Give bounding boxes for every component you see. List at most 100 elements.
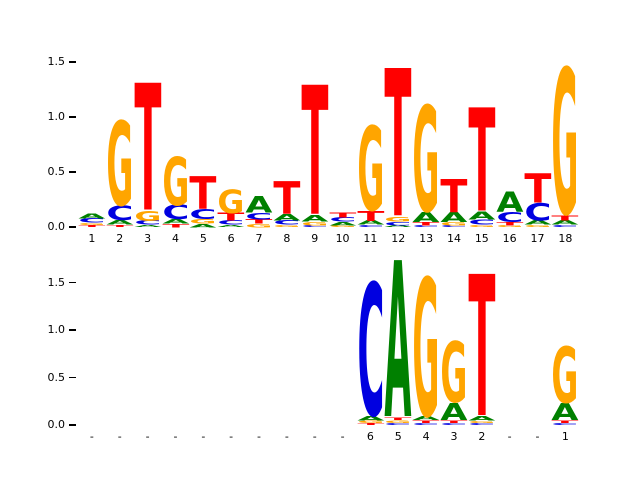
svg-text:G: G xyxy=(524,224,551,227)
svg-text:C: C xyxy=(162,201,189,224)
y-tick-label: 1.5 xyxy=(47,275,66,289)
svg-text:T: T xyxy=(357,208,384,224)
logo-letter-G: G xyxy=(413,242,440,461)
svg-text:G: G xyxy=(357,420,384,424)
svg-text:A: A xyxy=(413,416,441,422)
logo-letter-C: C xyxy=(246,211,273,221)
svg-text:A: A xyxy=(273,213,300,223)
svg-text:G: G xyxy=(273,224,300,227)
logo-letter-C: C xyxy=(440,423,467,426)
x-tick-label: - xyxy=(229,430,234,443)
logo-letter-A: A xyxy=(301,214,328,224)
x-tick-label: - xyxy=(117,430,122,443)
svg-text:A: A xyxy=(329,221,357,226)
x-tick-label: 7 xyxy=(255,232,263,245)
logo-letter-C: C xyxy=(385,221,412,226)
logo-letter-A: A xyxy=(218,224,246,227)
logo-letter-T: T xyxy=(496,221,523,226)
svg-text:C: C xyxy=(273,219,300,226)
svg-text:T: T xyxy=(106,224,133,227)
svg-text:A: A xyxy=(218,224,246,227)
logo-letter-T: T xyxy=(440,420,467,424)
y-tick-mark xyxy=(69,376,76,379)
svg-text:A: A xyxy=(106,219,133,226)
logo-letter-G: G xyxy=(329,224,356,227)
logo-letter-T: T xyxy=(273,172,300,224)
svg-text:A: A xyxy=(301,214,328,224)
logo-letter-G: G xyxy=(106,100,133,233)
logo-letter-T: T xyxy=(301,50,328,256)
y-tick-label: 0.0 xyxy=(47,220,66,233)
logo-letter-C: C xyxy=(106,202,133,225)
x-tick-label: 1 xyxy=(88,232,96,245)
x-tick-label: 2 xyxy=(116,232,124,245)
logo-letter-T: T xyxy=(329,210,357,218)
logo-letter-C: C xyxy=(413,224,440,227)
logo-letter-T: T xyxy=(385,417,412,421)
y-tick-label: 0.5 xyxy=(47,165,66,178)
logo-letter-A: A xyxy=(78,212,105,220)
logo-letter-A: A xyxy=(496,185,524,218)
logo-letter-G: G xyxy=(385,420,412,424)
svg-text:A: A xyxy=(78,212,105,220)
logo-letter-T: T xyxy=(413,221,440,226)
logo-letter-T: T xyxy=(106,224,133,227)
x-tick-label: 2 xyxy=(478,430,486,443)
svg-text:A: A xyxy=(524,219,551,226)
x-tick-label: 17 xyxy=(530,232,545,245)
svg-text:C: C xyxy=(190,207,217,223)
svg-text:T: T xyxy=(190,168,217,220)
svg-text:T: T xyxy=(218,211,245,223)
logo-letter-C: C xyxy=(385,423,412,426)
logo-letter-A: A xyxy=(468,415,495,422)
logo-letter-T: T xyxy=(413,420,440,424)
svg-text:C: C xyxy=(134,219,161,226)
svg-text:G: G xyxy=(440,326,467,423)
logo-letter-C: C xyxy=(552,423,579,426)
svg-text:T: T xyxy=(246,218,274,225)
x-tick-label: 9 xyxy=(311,232,319,245)
logo-letter-G: G xyxy=(218,184,245,221)
svg-text:C: C xyxy=(357,224,384,227)
logo-letter-A: A xyxy=(468,210,496,222)
y-tick-mark xyxy=(69,116,76,118)
logo-letter-C: C xyxy=(357,247,384,458)
logo-letter-A: A xyxy=(413,209,440,225)
svg-text:C: C xyxy=(524,199,551,226)
svg-text:A: A xyxy=(162,218,189,225)
x-tick-label: 13 xyxy=(419,232,434,245)
logo-letter-G: G xyxy=(468,421,495,424)
svg-text:G: G xyxy=(246,223,273,228)
logo-letter-A: A xyxy=(190,223,218,228)
logo-letter-C: C xyxy=(552,224,579,227)
svg-text:G: G xyxy=(413,242,440,461)
x-tick-label: 4 xyxy=(171,232,179,245)
svg-text:T: T xyxy=(329,210,357,218)
svg-text:C: C xyxy=(246,211,273,221)
svg-text:T: T xyxy=(385,29,412,264)
svg-text:T: T xyxy=(440,420,467,424)
svg-text:A: A xyxy=(468,210,496,222)
logo-letter-A: A xyxy=(552,399,579,426)
logo-letter-T: T xyxy=(78,224,105,227)
x-tick-label: - xyxy=(145,430,150,443)
svg-text:C: C xyxy=(552,224,579,227)
svg-text:G: G xyxy=(329,224,356,227)
y-tick-label: 1.0 xyxy=(47,323,66,336)
svg-text:G: G xyxy=(496,224,523,227)
logo-letter-C: C xyxy=(218,219,245,226)
svg-text:G: G xyxy=(552,333,579,422)
svg-text:T: T xyxy=(273,172,300,224)
logo-letter-T: T xyxy=(246,218,274,225)
logo-letter-G: G xyxy=(440,221,467,226)
svg-text:T: T xyxy=(440,169,468,223)
logo-letter-A: A xyxy=(552,219,579,226)
logo-letter-C: C xyxy=(329,216,356,223)
logo-letter-G: G xyxy=(552,29,579,261)
x-tick-label: 3 xyxy=(144,232,152,245)
x-tick-label: - xyxy=(173,430,178,443)
x-tick-label: 6 xyxy=(227,232,235,245)
svg-text:G: G xyxy=(78,222,105,225)
logo-letter-A: A xyxy=(440,209,467,225)
svg-text:C: C xyxy=(218,219,245,226)
